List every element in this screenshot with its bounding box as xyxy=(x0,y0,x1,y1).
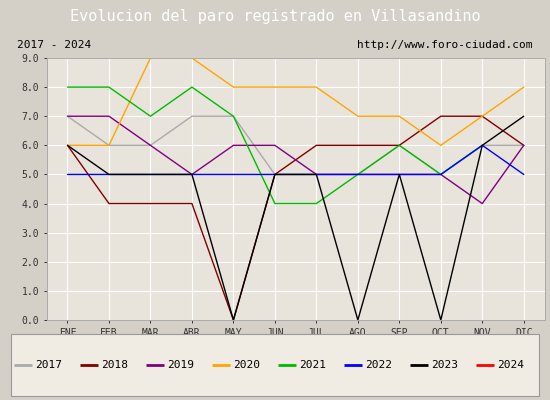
Text: 2024: 2024 xyxy=(497,360,524,370)
Text: 2019: 2019 xyxy=(167,360,194,370)
FancyBboxPatch shape xyxy=(11,334,539,396)
Text: http://www.foro-ciudad.com: http://www.foro-ciudad.com xyxy=(357,40,532,50)
Text: 2021: 2021 xyxy=(299,360,326,370)
Text: Evolucion del paro registrado en Villasandino: Evolucion del paro registrado en Villasa… xyxy=(70,10,480,24)
Text: 2023: 2023 xyxy=(431,360,458,370)
Text: 2017: 2017 xyxy=(35,360,62,370)
Text: 2018: 2018 xyxy=(101,360,128,370)
Text: 2017 - 2024: 2017 - 2024 xyxy=(18,40,92,50)
Text: 2020: 2020 xyxy=(233,360,260,370)
Text: 2022: 2022 xyxy=(365,360,392,370)
